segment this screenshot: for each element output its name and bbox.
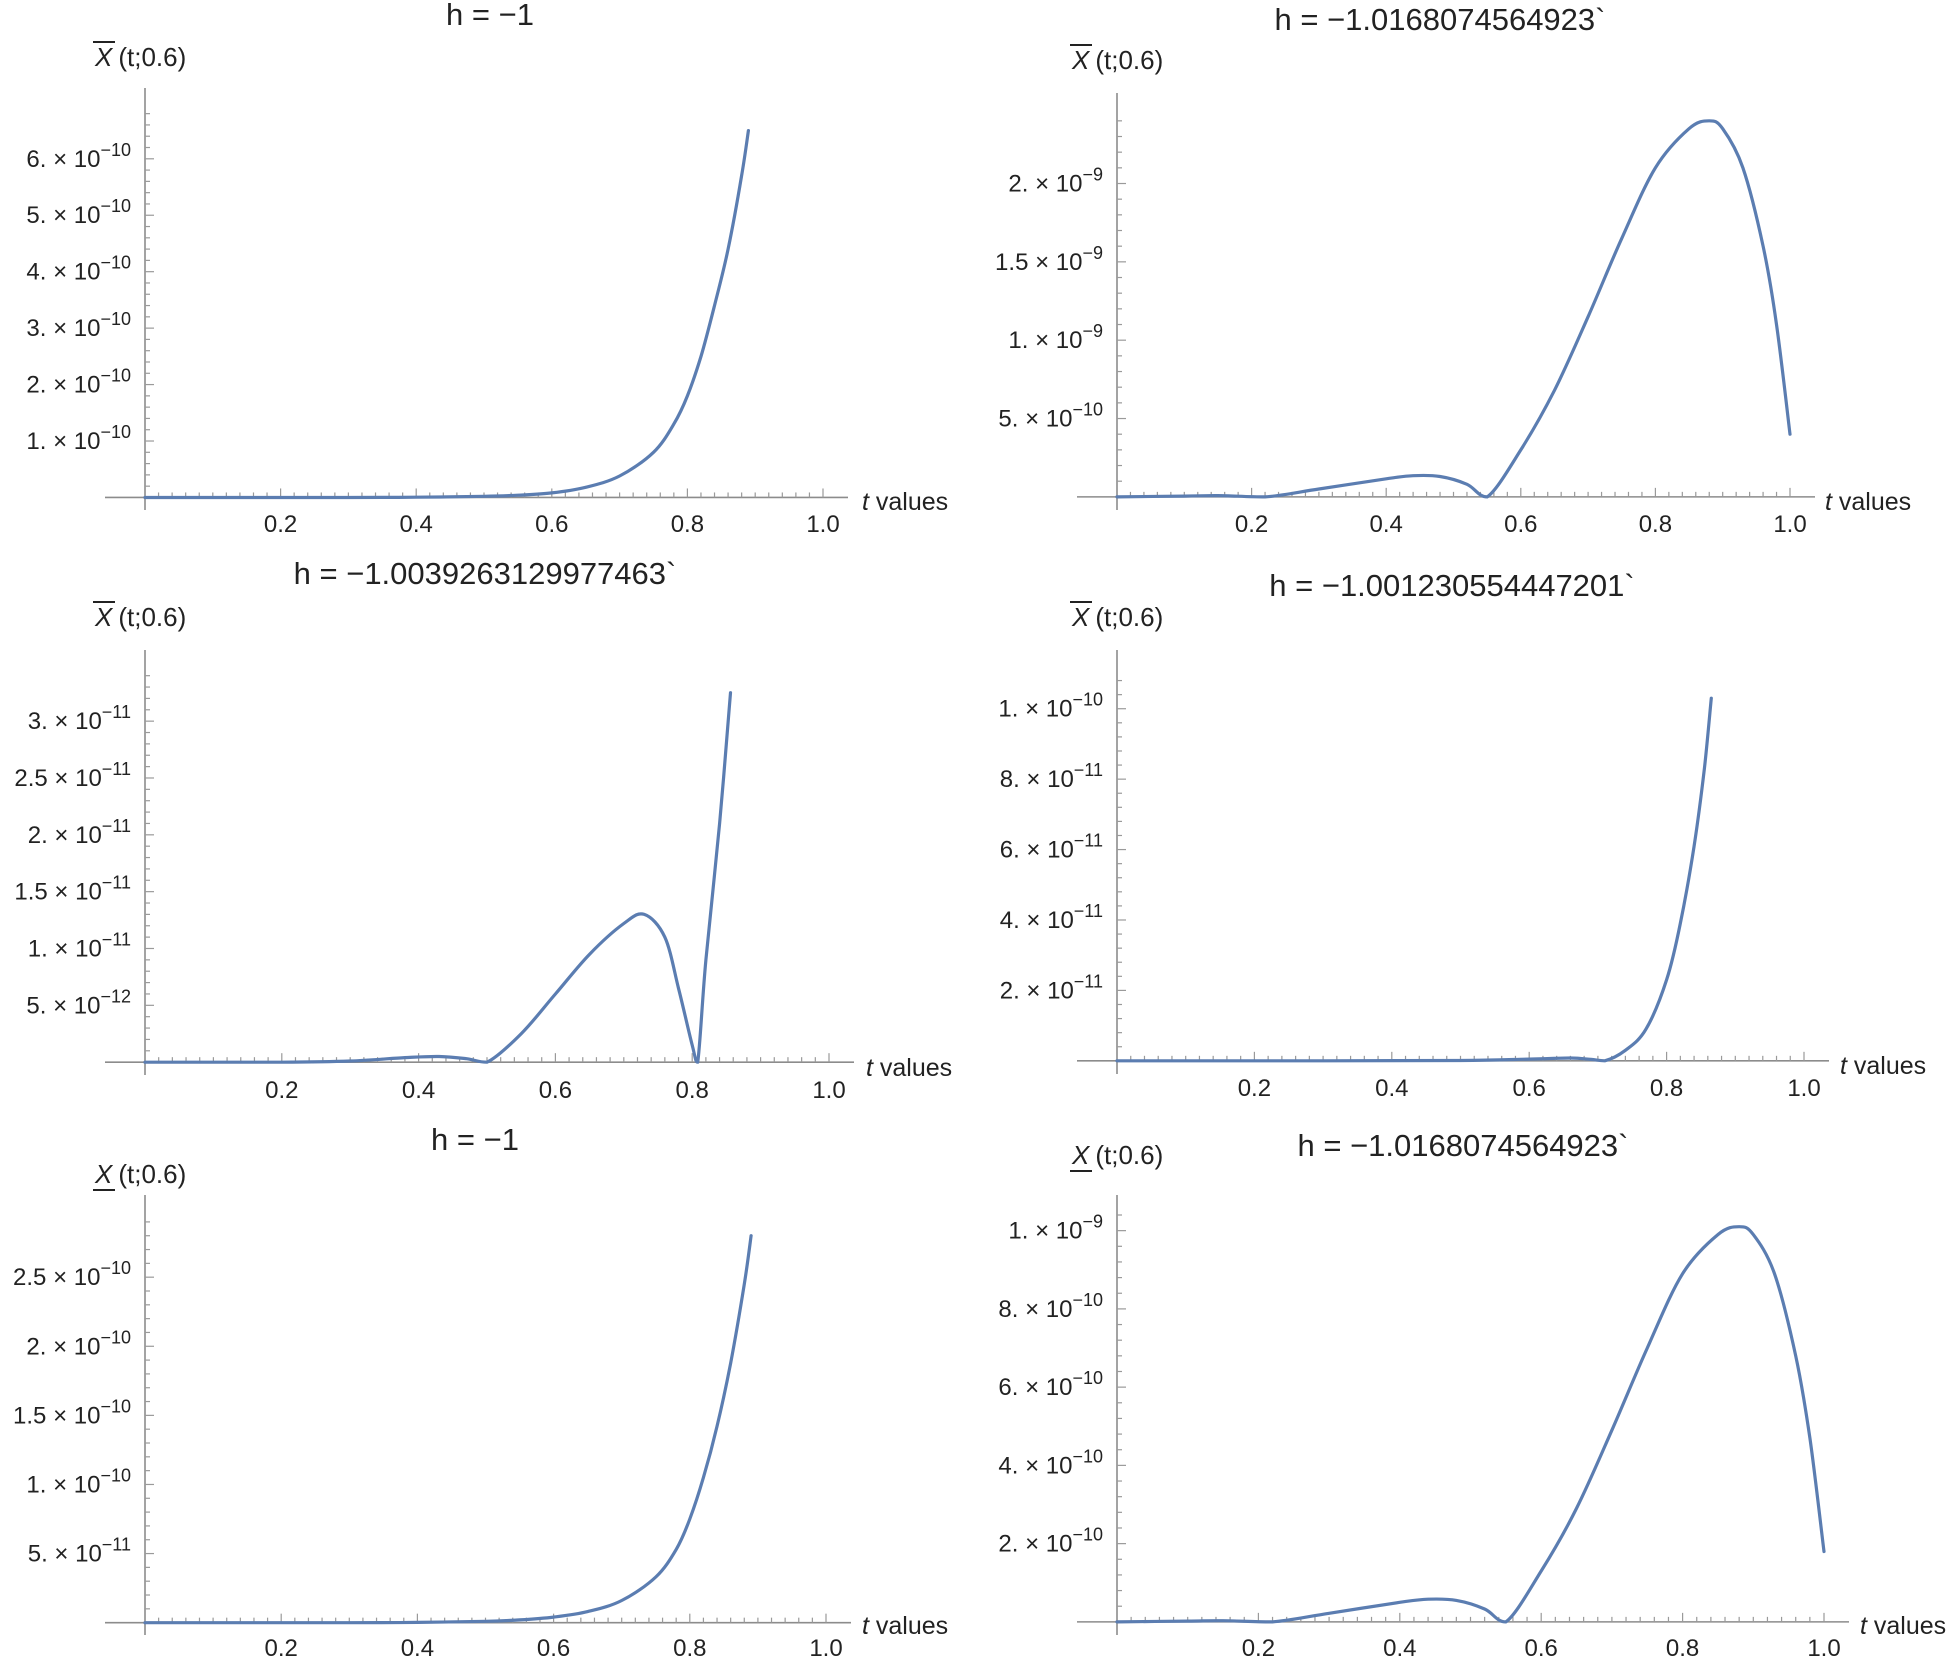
chart-title: h = −1.001230554447201` <box>1269 568 1634 603</box>
y-tick-label: 3. × 10−10 <box>26 309 131 342</box>
x-tick-label: 0.2 <box>1238 1075 1271 1102</box>
chart-title: h = −1 <box>431 1122 519 1157</box>
x-tick-label: 1.0 <box>809 1635 842 1662</box>
series-line <box>143 691 733 1064</box>
y-axis-label: X (t;0.6) <box>1071 45 1163 75</box>
y-axis-label: X (t;0.6) <box>1071 602 1163 632</box>
chart-panel-6: h = −1.0168074564923` X (t;0.6) t values 0.2… <box>998 1128 1946 1662</box>
y-tick-label: 1.5 × 10−11 <box>14 873 131 906</box>
x-tick-label: 0.8 <box>1650 1075 1683 1102</box>
x-tick-label: 0.6 <box>537 1635 570 1662</box>
x-tick-label: 1.0 <box>806 511 839 538</box>
x-tick-label: 0.4 <box>1383 1635 1416 1662</box>
y-tick-label: 1. × 10−10 <box>26 422 131 455</box>
x-axis-label: t values <box>862 1612 948 1640</box>
x-tick-label: 0.6 <box>535 511 568 538</box>
x-tick-label: 0.8 <box>671 511 704 538</box>
y-axis-label: X (t;0.6) <box>1071 1140 1163 1170</box>
y-tick-label: 1.5 × 10−10 <box>13 1396 131 1429</box>
x-tick-label: 0.6 <box>539 1077 572 1104</box>
x-tick-label: 0.6 <box>1504 511 1537 538</box>
y-tick-label: 2. × 10−10 <box>26 1327 131 1360</box>
series-line <box>143 1234 753 1625</box>
chart-panel-4: h = −1.001230554447201` X (t;0.6) t values 0… <box>998 568 1926 1102</box>
y-axis-label: X (t;0.6) <box>94 602 186 632</box>
y-tick-label: 1. × 10−10 <box>998 690 1103 723</box>
y-tick-label: 5. × 10−12 <box>26 986 131 1019</box>
y-tick-label: 6. × 10−10 <box>26 140 131 173</box>
x-tick-label: 0.4 <box>402 1077 435 1104</box>
x-tick-label: 0.8 <box>1639 511 1672 538</box>
chart-title: h = −1.0168074564923` <box>1298 1128 1629 1163</box>
x-axis-label: t values <box>1840 1052 1926 1080</box>
y-axis-label: X (t;0.6) <box>94 42 186 72</box>
y-tick-label: 2. × 10−11 <box>28 816 131 849</box>
chart-panel-3: h = −1.0039263129977463` X (t;0.6) t values… <box>14 556 952 1104</box>
y-tick-label: 2.5 × 10−10 <box>13 1258 131 1291</box>
x-tick-label: 0.8 <box>1666 1635 1699 1662</box>
y-tick-label: 6. × 10−10 <box>998 1368 1103 1401</box>
y-tick-label: 4. × 10−11 <box>1000 901 1103 934</box>
y-tick-label: 5. × 10−10 <box>998 400 1103 433</box>
x-tick-label: 1.0 <box>1773 511 1806 538</box>
chart-title: h = −1 <box>446 0 534 32</box>
x-axis-label: t values <box>1860 1612 1946 1640</box>
chart-title: h = −1.0168074564923` <box>1275 2 1606 37</box>
x-tick-label: 0.6 <box>1513 1075 1546 1102</box>
x-tick-label: 0.2 <box>265 1077 298 1104</box>
y-tick-label: 1.5 × 10−9 <box>995 243 1103 276</box>
chart-title: h = −1.0039263129977463` <box>294 556 677 591</box>
x-tick-label: 0.6 <box>1525 1635 1558 1662</box>
y-tick-label: 2. × 10−10 <box>26 366 131 399</box>
y-tick-label: 6. × 10−11 <box>1000 831 1103 864</box>
x-tick-label: 1.0 <box>812 1077 845 1104</box>
y-tick-label: 2. × 10−11 <box>1000 971 1103 1004</box>
y-tick-label: 4. × 10−10 <box>998 1446 1103 1479</box>
x-tick-label: 0.4 <box>1375 1075 1408 1102</box>
series-line <box>143 129 750 500</box>
y-tick-label: 2.5 × 10−11 <box>14 759 131 792</box>
y-tick-label: 1. × 10−9 <box>1008 321 1103 354</box>
y-tick-label: 8. × 10−10 <box>998 1290 1103 1323</box>
chart-panel-5: h = −1 X (t;0.6) t values 0.2 0.4 0.6 0.8 1.0 5. … <box>13 1122 948 1662</box>
series-line <box>1115 696 1713 1063</box>
y-tick-label: 5. × 10−10 <box>26 196 131 229</box>
series-line <box>1115 1225 1826 1624</box>
y-tick-label: 2. × 10−9 <box>1008 165 1103 198</box>
x-tick-label: 1.0 <box>1787 1075 1820 1102</box>
y-tick-label: 2. × 10−10 <box>998 1525 1103 1558</box>
y-axis-label: X (t;0.6) <box>94 1159 186 1189</box>
series-line <box>1115 119 1792 499</box>
y-tick-label: 5. × 10−11 <box>28 1535 131 1568</box>
y-tick-label: 1. × 10−9 <box>1008 1212 1103 1245</box>
x-tick-label: 0.2 <box>1235 511 1268 538</box>
chart-panel-1: h = −1 X (t;0.6) t values 0.2 0.4 0.6 0.8 1.0 1. … <box>26 0 948 538</box>
y-tick-label: 3. × 10−11 <box>28 702 131 735</box>
x-tick-label: 0.8 <box>673 1635 706 1662</box>
x-axis-label: t values <box>862 488 948 516</box>
x-axis-label: t values <box>1825 488 1911 516</box>
y-tick-label: 4. × 10−10 <box>26 253 131 286</box>
x-tick-label: 1.0 <box>1807 1635 1840 1662</box>
chart-panel-2: h = −1.0168074564923` X (t;0.6) t values 0.2… <box>995 2 1911 538</box>
x-tick-label: 0.2 <box>1242 1635 1275 1662</box>
y-tick-label: 1. × 10−11 <box>28 929 131 962</box>
x-tick-label: 0.8 <box>676 1077 709 1104</box>
y-tick-label: 8. × 10−11 <box>1000 760 1103 793</box>
x-tick-label: 0.2 <box>264 511 297 538</box>
y-tick-label: 1. × 10−10 <box>26 1465 131 1498</box>
x-tick-label: 0.4 <box>401 1635 434 1662</box>
x-tick-label: 0.2 <box>265 1635 298 1662</box>
x-tick-label: 0.4 <box>400 511 433 538</box>
x-axis-label: t values <box>866 1054 952 1082</box>
x-tick-label: 0.4 <box>1370 511 1403 538</box>
